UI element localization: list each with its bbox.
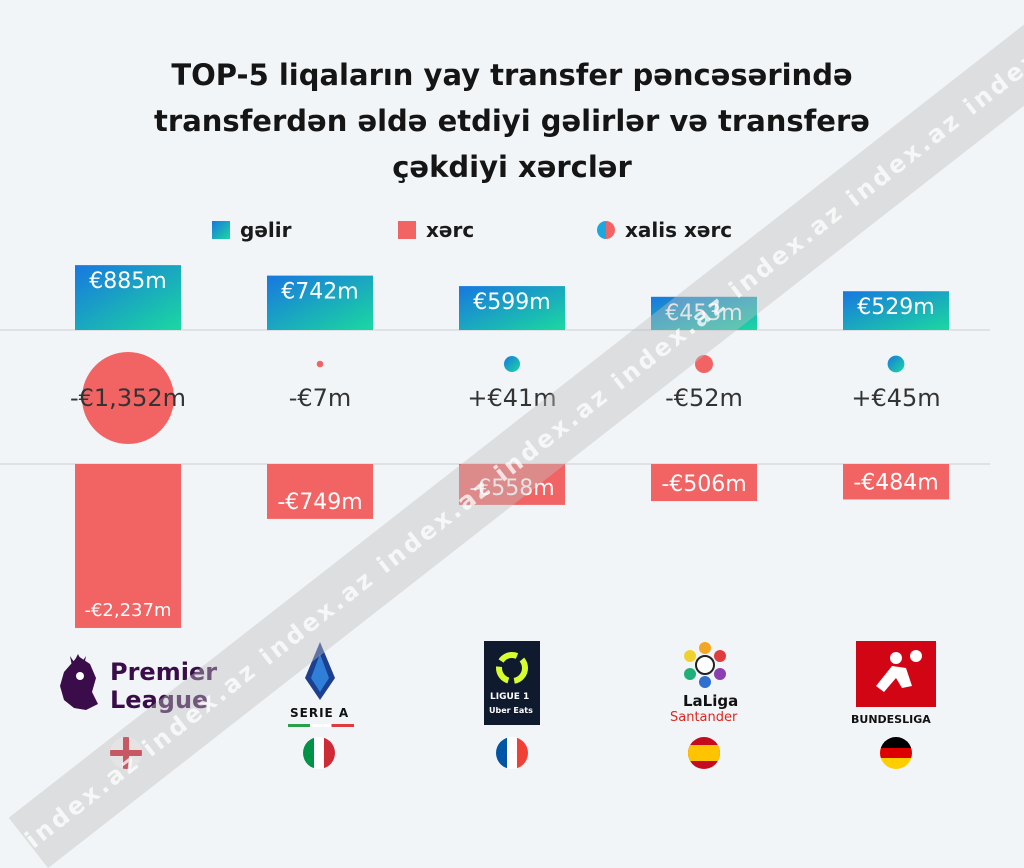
net-bubble [694, 354, 714, 374]
legend-expense: xərc [398, 218, 474, 242]
net-label: +€41m [467, 384, 556, 412]
net-label: +€45m [851, 384, 940, 412]
net-label: -€1,352m [70, 384, 186, 412]
chart-svg: €885m -€2,237m -€1,352m €742m -€749m -€7m €599… [0, 265, 990, 628]
ligue-1-ball-icon [496, 652, 528, 684]
expense-bar [267, 464, 373, 519]
title-line-2: transferdən əldə etdiyi gəlirlər və tran… [154, 104, 870, 138]
gain-bar [843, 291, 949, 330]
gain-label: €599m [473, 290, 550, 315]
legend-net: xalis xərc [597, 218, 732, 242]
gain-bar [75, 265, 181, 330]
gain-bar [651, 296, 757, 330]
net-label: -€7m [289, 384, 352, 412]
gain-label: €885m [89, 269, 166, 294]
laliga-sponsor: Santander [670, 710, 738, 725]
serie-a-label: SERIE A [290, 706, 350, 720]
ligue-1-label: LIGUE 1 [490, 692, 530, 702]
legend-net-swatch [597, 221, 615, 239]
legend-net-label: xalis xərc [625, 218, 733, 242]
net-label: -€52m [665, 384, 743, 412]
expense-label: -€506m [661, 472, 746, 497]
italy-flag-icon [303, 737, 335, 769]
premier-logo-line-2: League [110, 686, 209, 714]
serie-a-shield-icon [305, 642, 335, 700]
bundesliga-player-icon [876, 650, 922, 692]
net-bubble [82, 352, 174, 444]
lion-icon [60, 654, 98, 710]
gain-label: €742m [281, 280, 358, 305]
expense-bar [459, 464, 565, 505]
gain-bar [267, 275, 373, 330]
expense-label: -€749m [277, 490, 362, 515]
net-bubble [887, 355, 905, 373]
england-flag-icon [110, 737, 142, 769]
expense-bar [843, 464, 949, 500]
germany-flag-icon [880, 737, 912, 769]
gain-label: €529m [857, 295, 934, 320]
ligue-1-sponsor: Uber Eats [489, 706, 533, 715]
legend-expense-swatch [398, 221, 416, 239]
expense-label: -€2,237m [84, 600, 171, 621]
expense-bar [75, 464, 181, 628]
serie-a-stripe [288, 724, 354, 727]
france-flag-icon [496, 737, 528, 769]
spain-flag-icon [688, 737, 720, 769]
expense-label: -€484m [853, 470, 938, 495]
laliga-label: LaLiga [683, 692, 739, 710]
laliga-ball-icon [684, 642, 726, 688]
legend-gain: gəlir [212, 218, 291, 242]
legend-gain-label: gəlir [240, 218, 292, 242]
gain-bar [459, 286, 565, 330]
chart-title: TOP-5 liqaların yay transfer pəncəsərind… [0, 52, 1024, 190]
net-bubble [316, 360, 324, 368]
title-line-1: TOP-5 liqaların yay transfer pəncəsərind… [171, 58, 853, 92]
gain-label: €453m [665, 301, 742, 326]
expense-label: -€558m [469, 476, 554, 501]
title-line-3: çəkdiyi xərclər [392, 150, 632, 184]
premier-logo-line-1: Premier [110, 658, 218, 686]
expense-bar [651, 464, 757, 502]
net-bubble [503, 355, 521, 373]
legend-gain-swatch [212, 221, 230, 239]
legend-expense-label: xərc [426, 218, 475, 242]
bundesliga-label: BUNDESLIGA [851, 713, 931, 726]
